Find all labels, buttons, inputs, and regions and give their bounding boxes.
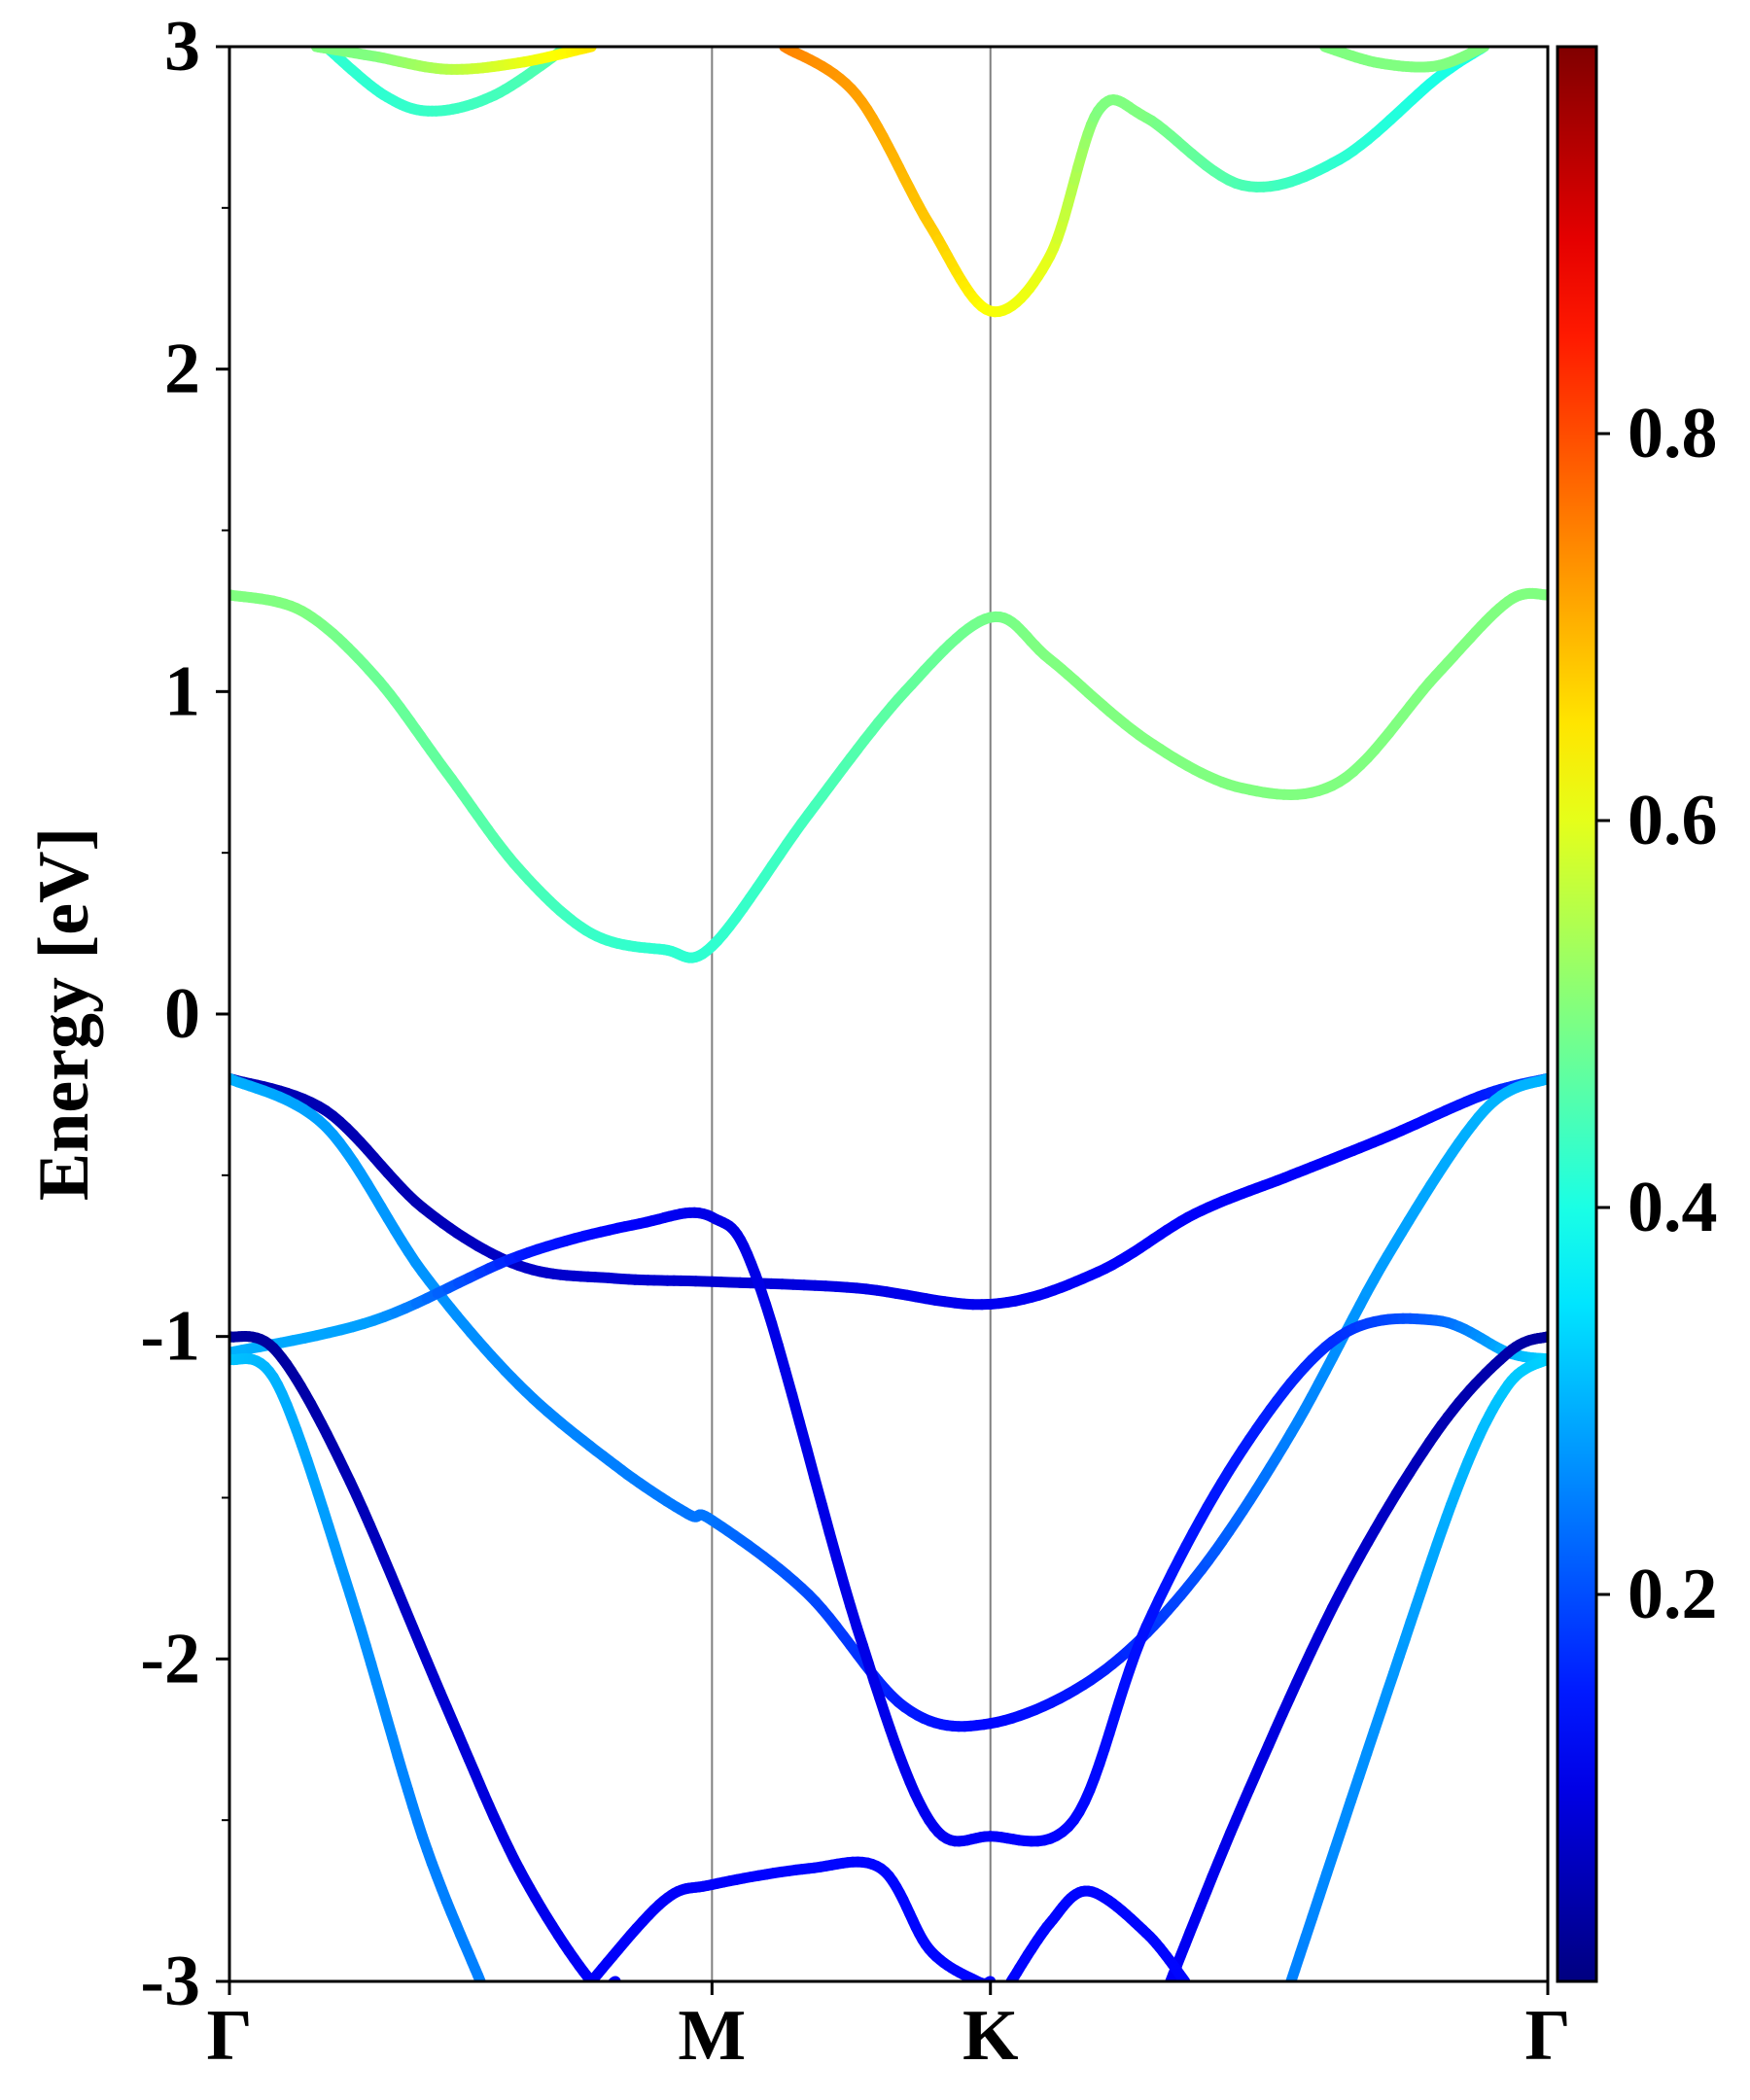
band-segment [607, 1978, 616, 1981]
colorbar [1556, 45, 1598, 1983]
high-symmetry-lines [711, 47, 992, 1981]
band-segment [976, 1978, 988, 1981]
band-series [1005, 1885, 1191, 1981]
colorbar-tick-label: 0.2 [1628, 1555, 1718, 1634]
band-series [229, 1072, 1548, 1732]
colorbar-tick-label: 0.4 [1628, 1168, 1718, 1247]
band-lines [229, 47, 1548, 1990]
y-tick-label: 3 [164, 7, 200, 87]
y-tick-label: -2 [140, 1619, 200, 1698]
plot-frame [229, 47, 1548, 1981]
colorbar-tick-label: 0.8 [1628, 394, 1718, 473]
band-segment [607, 1988, 609, 1989]
band-series [779, 47, 1489, 318]
y-tick-label: -1 [140, 1297, 200, 1377]
y-tick-label: 2 [164, 330, 200, 409]
band-segment [600, 1989, 602, 1990]
band-series [229, 587, 1548, 963]
band-segment [608, 1987, 610, 1988]
y-tick-label: 1 [164, 651, 200, 731]
band-segment [608, 1980, 613, 1981]
band-series [229, 1207, 1548, 1847]
colorbar-tick-label: 0.6 [1628, 781, 1718, 860]
band-series [585, 1856, 997, 1981]
x-tick-label: M [678, 1996, 746, 2076]
colorbar-ticks: 0.2 0.4 0.6 0.8 [1596, 394, 1718, 1634]
band-segment [605, 1989, 607, 1990]
band-series [229, 1331, 621, 1990]
y-tick-label: 0 [164, 974, 200, 1054]
y-tick-label: -3 [140, 1942, 200, 2021]
band-segment [598, 1987, 601, 1989]
band-series [1285, 1353, 1548, 1981]
y-axis: -3 -2 -1 0 1 2 3 [140, 7, 229, 2021]
band-series [1165, 1331, 1548, 1981]
y-axis-label: Energy [eV] [24, 827, 104, 1201]
band-series [229, 1353, 486, 1981]
x-tick-label: K [962, 1996, 1019, 2076]
x-tick-label: Γ [206, 1996, 252, 2076]
x-tick-label: Γ [1524, 1996, 1570, 2076]
band-segment [590, 1979, 599, 1981]
